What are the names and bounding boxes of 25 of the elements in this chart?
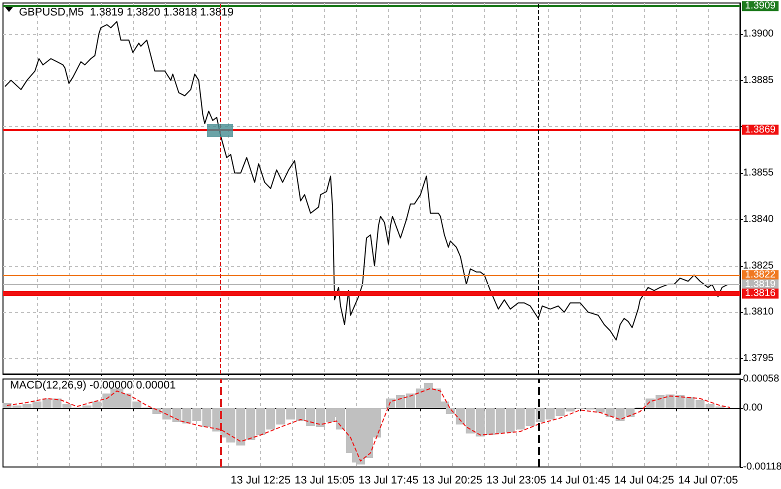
x-tick-label: 13 Jul 17:45 <box>358 474 418 486</box>
y-tick-label: 1.3810 <box>743 306 774 318</box>
ref-line-label: 1.3909 <box>745 0 776 12</box>
y-tick-label: 1.3825 <box>743 260 774 272</box>
y-tick-label: 0.00058 <box>743 374 780 384</box>
ref-line-label: 1.3819 <box>745 278 776 290</box>
y-tick-label: 1.3855 <box>743 168 774 179</box>
x-tick-label: 13 Jul 23:05 <box>486 474 546 486</box>
y-tick-label: 1.3795 <box>743 353 774 364</box>
ref-line-label: 1.3869 <box>745 124 776 136</box>
y-tick-label: 1.3885 <box>743 74 774 86</box>
ref-line-label: 1.3822 <box>745 270 776 281</box>
y-tick-label: -0.00118 <box>743 462 781 472</box>
chart-title: GBPUSD,M5 1.3819 1.3820 1.3818 1.3819 <box>19 6 234 18</box>
x-tick-label: 14 Jul 01:45 <box>550 474 610 486</box>
x-tick-label: 14 Jul 07:05 <box>678 474 738 486</box>
x-tick-label: 14 Jul 04:25 <box>614 474 674 486</box>
y-tick-label: 0.00 <box>743 402 763 414</box>
ref-line-label: 1.3816 <box>745 288 776 300</box>
x-tick-label: 13 Jul 15:05 <box>294 474 355 486</box>
y-tick-label: 1.3900 <box>743 28 774 40</box>
x-tick-label: 13 Jul 12:25 <box>230 474 291 486</box>
chart-title: MACD(12,26,9) -0.00000 0.00001 <box>10 380 176 392</box>
x-tick-label: 13 Jul 20:25 <box>422 474 482 486</box>
y-tick-label: 1.3840 <box>743 214 774 225</box>
